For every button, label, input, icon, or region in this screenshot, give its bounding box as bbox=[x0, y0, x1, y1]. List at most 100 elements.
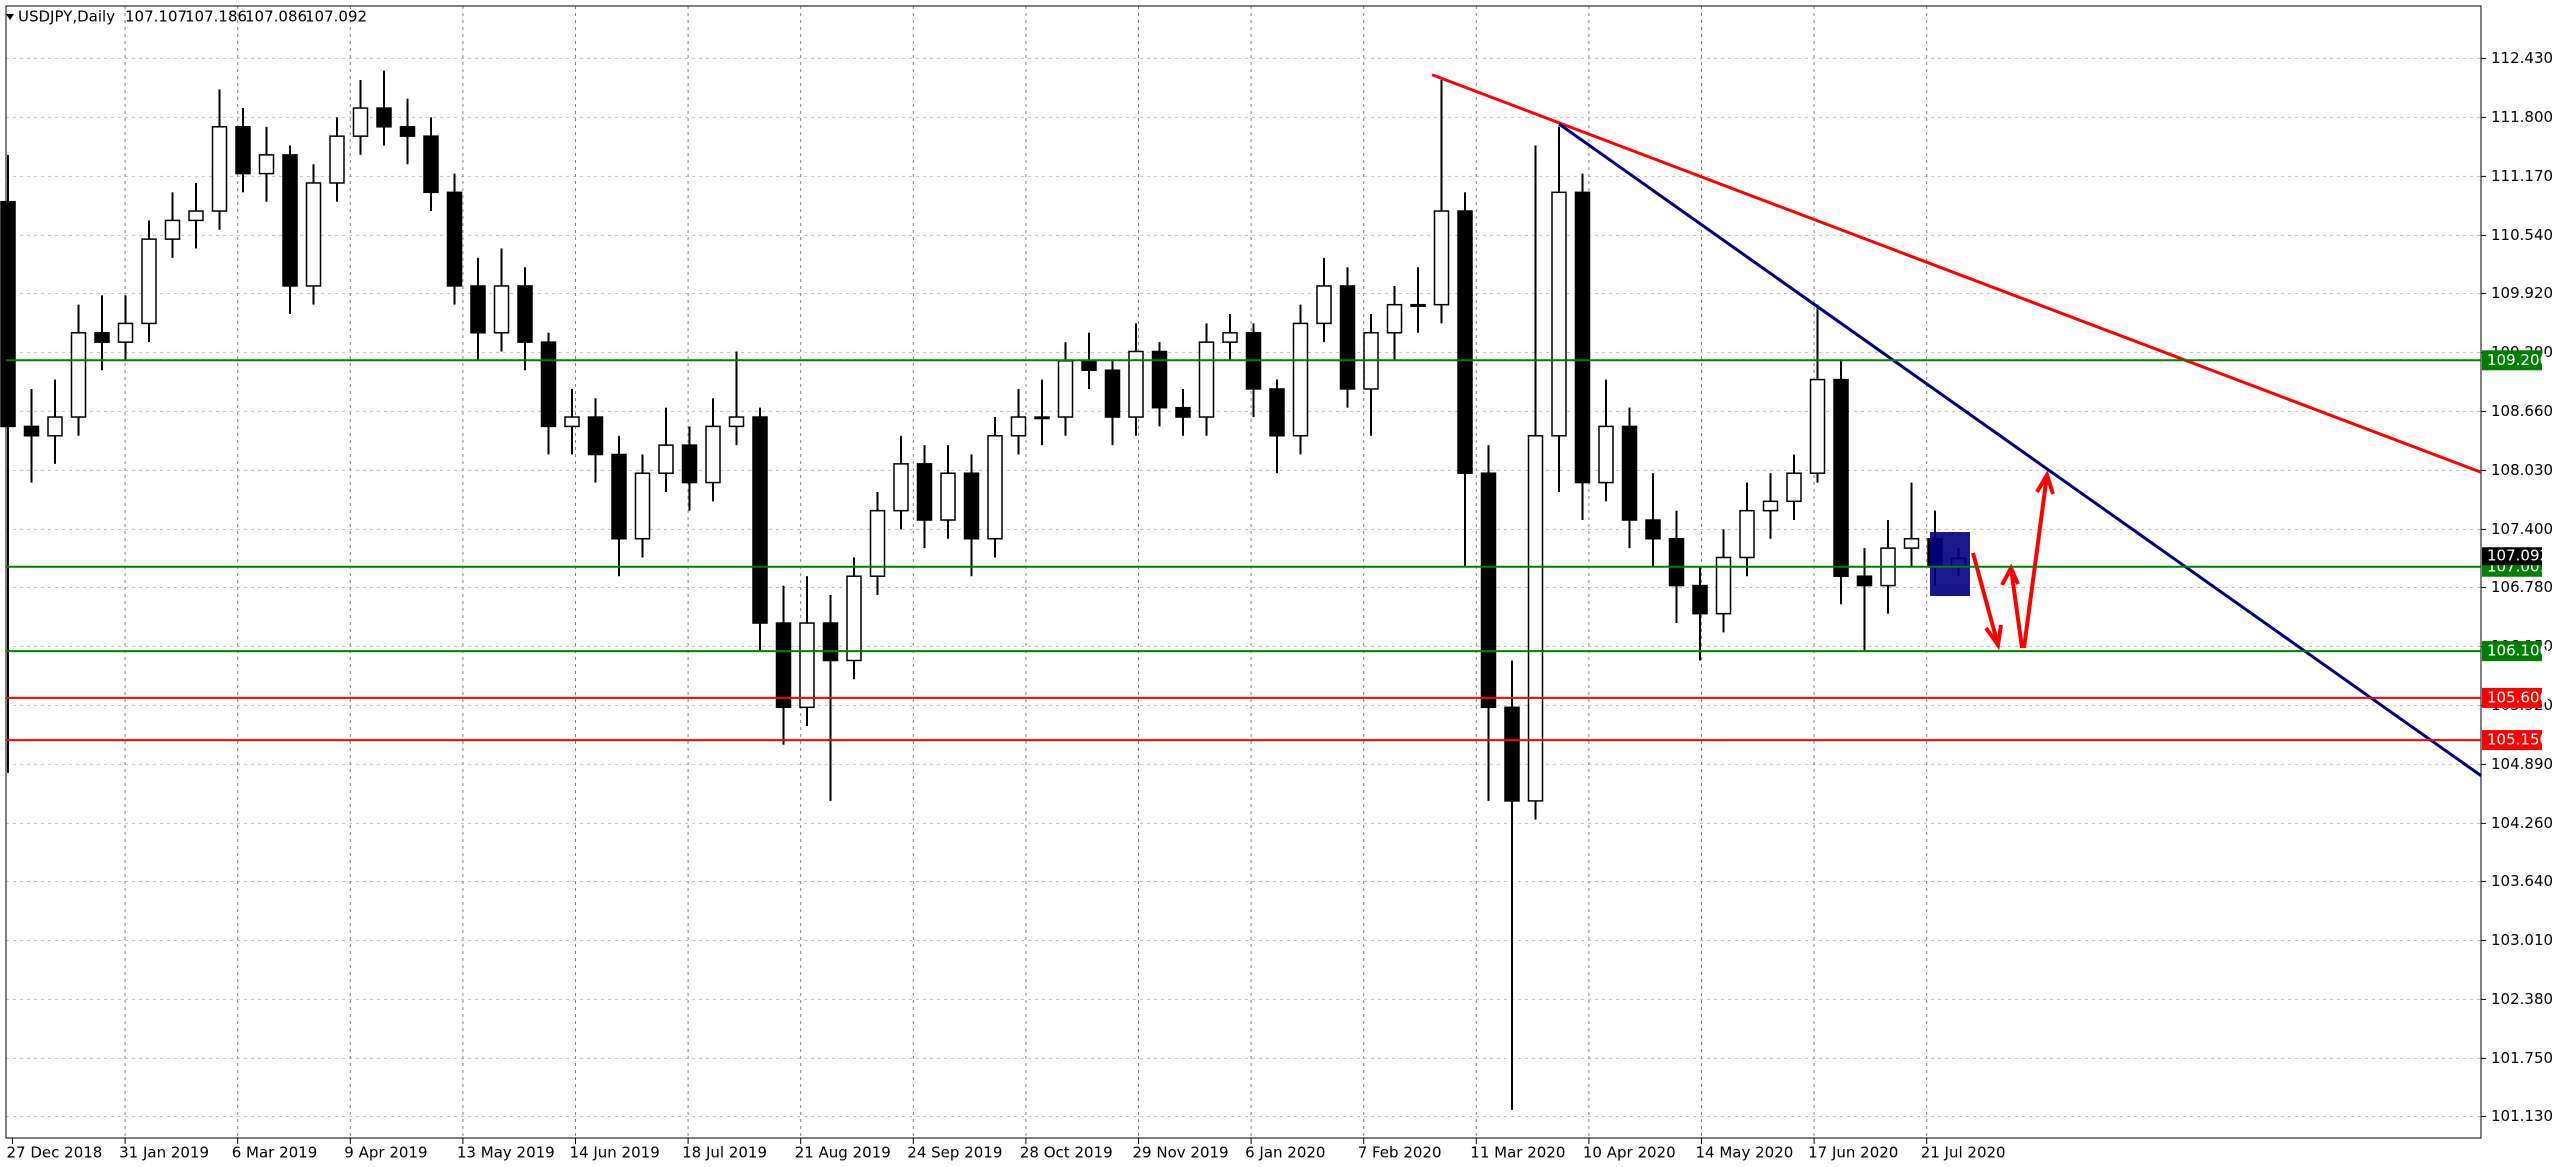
candle-body bbox=[211, 126, 228, 212]
candle-body bbox=[1339, 285, 1356, 390]
candle-body bbox=[1457, 210, 1473, 474]
candle-body bbox=[399, 126, 416, 137]
candle-body bbox=[564, 416, 580, 428]
level-tag bbox=[2482, 641, 2542, 662]
x-tick-label: 27 Dec 2018 bbox=[7, 1144, 103, 1162]
level-label: 105.150 bbox=[2487, 731, 2549, 749]
x-tick-label: 17 Jun 2020 bbox=[1808, 1144, 1898, 1162]
candle-body bbox=[634, 472, 651, 540]
candle-body bbox=[1692, 584, 1708, 615]
candle-body bbox=[1668, 538, 1685, 587]
x-tick-label: 13 May 2019 bbox=[457, 1144, 555, 1162]
x-tick-label: 14 Jun 2019 bbox=[570, 1144, 660, 1162]
ohlc-value: 107.107 bbox=[125, 8, 187, 26]
candle-body bbox=[1504, 706, 1520, 802]
candle-body bbox=[1833, 378, 1849, 577]
candle-body bbox=[775, 622, 792, 709]
plot-frame bbox=[5, 5, 2482, 1139]
candle-body bbox=[963, 472, 980, 540]
y-tick-label: 106.780 bbox=[2491, 578, 2553, 596]
x-tick-label: 21 Jul 2020 bbox=[1921, 1144, 2006, 1162]
candle-body bbox=[1104, 369, 1121, 418]
candle-body bbox=[799, 622, 815, 709]
candle-body bbox=[1151, 350, 1168, 409]
y-tick-label: 110.540 bbox=[2491, 226, 2553, 244]
candle-body bbox=[0, 200, 16, 428]
x-tick-label: 29 Nov 2019 bbox=[1133, 1144, 1229, 1162]
y-tick-label: 111.800 bbox=[2491, 108, 2553, 126]
candle-body bbox=[1621, 425, 1638, 521]
candle-body bbox=[47, 416, 63, 437]
candle-body bbox=[822, 622, 839, 662]
candle-body bbox=[446, 191, 463, 287]
level-tag bbox=[2482, 350, 2542, 371]
trendline bbox=[1431, 73, 2482, 474]
level-tag bbox=[2482, 730, 2542, 751]
candle-body bbox=[305, 182, 322, 287]
candle-body bbox=[23, 425, 40, 437]
candle-body bbox=[352, 107, 369, 137]
candle-body bbox=[1903, 538, 1920, 549]
x-tick-label: 31 Jan 2019 bbox=[119, 1144, 209, 1162]
candle-body bbox=[658, 444, 674, 474]
y-tick-label: 108.660 bbox=[2491, 402, 2553, 420]
candle-body bbox=[188, 210, 204, 222]
candle-body bbox=[258, 154, 275, 175]
ohlc-value: 107.092 bbox=[305, 8, 367, 26]
y-tick-label: 108.030 bbox=[2491, 461, 2553, 479]
candle-body bbox=[587, 416, 604, 456]
candle-body bbox=[705, 425, 721, 484]
y-tick-label: 104.260 bbox=[2491, 814, 2553, 832]
y-tick-label: 103.640 bbox=[2491, 872, 2553, 890]
candle-body bbox=[1269, 388, 1285, 437]
candle-body bbox=[1739, 509, 1755, 559]
x-tick-label: 9 Apr 2019 bbox=[344, 1144, 427, 1162]
candle-body bbox=[376, 107, 392, 128]
x-tick-label: 6 Jan 2020 bbox=[1245, 1144, 1325, 1162]
candle-body bbox=[1786, 472, 1802, 503]
y-tick-label: 101.130 bbox=[2491, 1107, 2553, 1125]
symbol: USDJPY,Daily bbox=[18, 8, 115, 26]
x-tick-label: 21 Aug 2019 bbox=[795, 1144, 891, 1162]
candle-body bbox=[1034, 416, 1050, 420]
trendline bbox=[1558, 122, 2482, 777]
y-tick-label: 109.920 bbox=[2491, 284, 2553, 302]
x-tick-label: 24 Sep 2019 bbox=[907, 1144, 1002, 1162]
candle-body bbox=[235, 126, 251, 175]
candle-body bbox=[1645, 519, 1661, 540]
level-label: 109.206 bbox=[2487, 351, 2549, 369]
candle-body bbox=[681, 444, 698, 484]
candle-body bbox=[164, 219, 181, 240]
highlight-box bbox=[1930, 532, 1970, 596]
x-tick-label: 6 Mar 2019 bbox=[232, 1144, 318, 1162]
level-label: 106.100 bbox=[2487, 642, 2549, 660]
y-tick-label: 104.890 bbox=[2491, 755, 2553, 773]
candle-body bbox=[493, 285, 510, 334]
candle-body bbox=[1198, 341, 1215, 418]
candle-body bbox=[1480, 472, 1497, 709]
candle-body bbox=[1010, 416, 1027, 437]
candle-body bbox=[1433, 210, 1450, 306]
candle-body bbox=[728, 416, 745, 428]
candle-body bbox=[916, 463, 933, 521]
candle-body bbox=[987, 435, 1003, 540]
x-tick-label: 18 Jul 2019 bbox=[682, 1144, 767, 1162]
candle-body bbox=[329, 135, 345, 184]
candle-body bbox=[1175, 406, 1191, 418]
candle-body bbox=[1574, 191, 1591, 484]
current-price-tag bbox=[2482, 547, 2542, 566]
y-tick-label: 101.750 bbox=[2491, 1049, 2553, 1067]
candle-body bbox=[1057, 360, 1074, 418]
candle-body bbox=[1410, 303, 1426, 307]
candle-body bbox=[1762, 500, 1779, 512]
candle-body bbox=[752, 416, 768, 624]
y-tick-label: 103.010 bbox=[2491, 931, 2553, 949]
candle-body bbox=[117, 322, 134, 343]
candle-body bbox=[1222, 332, 1238, 343]
candle-body bbox=[70, 332, 87, 418]
candle-body bbox=[141, 238, 157, 325]
candle-body bbox=[1809, 378, 1826, 474]
x-tick-label: 11 Mar 2020 bbox=[1470, 1144, 1565, 1162]
